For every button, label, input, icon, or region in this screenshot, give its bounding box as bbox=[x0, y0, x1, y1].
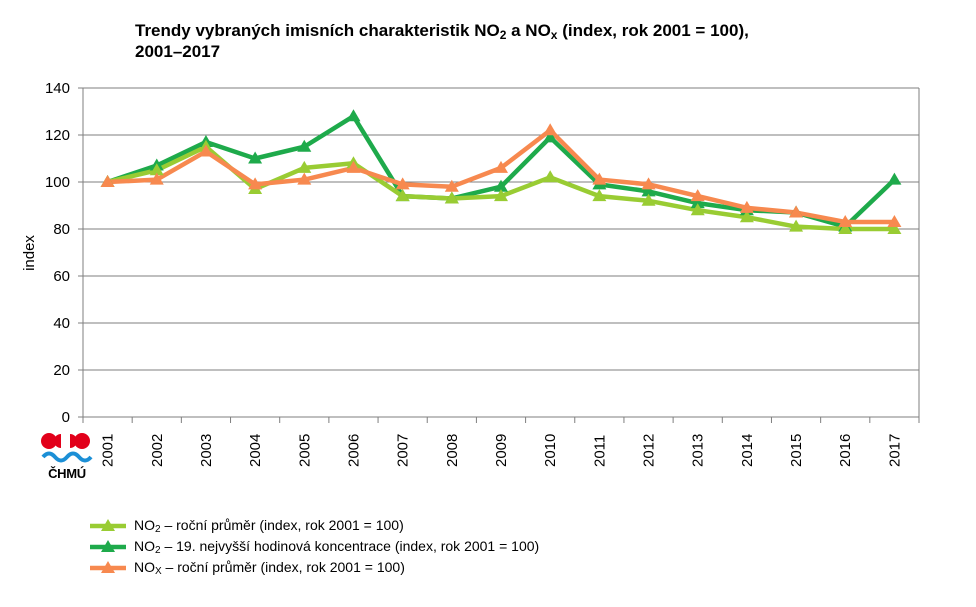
chart-title-sub: 2 bbox=[499, 28, 507, 42]
legend-item: NOX – roční průměr (index, rok 2001 = 10… bbox=[88, 556, 539, 577]
x-tick-label: 2007 bbox=[395, 434, 412, 467]
x-tick-label: 2001 bbox=[100, 434, 117, 467]
legend: NO2 – roční průměr (index, rok 2001 = 10… bbox=[88, 514, 539, 577]
y-tick-label: 80 bbox=[53, 221, 70, 238]
y-tick-label: 0 bbox=[62, 409, 70, 426]
legend-swatch bbox=[90, 539, 126, 552]
data-point-marker bbox=[838, 222, 853, 234]
x-tick-label: 2002 bbox=[149, 434, 166, 467]
data-point-marker bbox=[297, 139, 312, 152]
data-point-marker bbox=[444, 179, 459, 192]
x-tick-label: 2016 bbox=[837, 434, 854, 467]
data-point-marker bbox=[494, 160, 508, 173]
data-point-marker bbox=[248, 151, 263, 164]
x-tick-label: 2005 bbox=[296, 434, 313, 467]
x-tick-label: 2017 bbox=[886, 434, 903, 467]
data-point-marker bbox=[838, 214, 853, 227]
data-point-marker bbox=[198, 144, 213, 157]
chmu-logo-text: ČHMÚ bbox=[48, 466, 86, 481]
chart-title-sub: x bbox=[550, 28, 558, 42]
x-tick-label: 2009 bbox=[493, 434, 510, 467]
series-lines bbox=[100, 109, 902, 234]
legend-item: NO2 – roční průměr (index, rok 2001 = 10… bbox=[88, 514, 539, 535]
x-tick-label: 2008 bbox=[444, 434, 461, 467]
legend-label: NO2 – 19. nejvyšší hodinová koncentrace … bbox=[134, 537, 540, 556]
x-tick-label: 2010 bbox=[542, 434, 559, 467]
y-tick-label: 100 bbox=[45, 174, 70, 191]
y-tick-label: 140 bbox=[45, 80, 70, 97]
chart-title-part: a NO bbox=[506, 21, 551, 40]
gridlines bbox=[83, 87, 919, 371]
data-point-marker bbox=[641, 193, 656, 206]
data-point-marker bbox=[346, 109, 361, 122]
chart-title-part: (index, rok 2001 = 100), bbox=[557, 21, 749, 40]
x-tick-label: 2015 bbox=[788, 434, 805, 467]
data-point-marker bbox=[297, 160, 312, 173]
x-tick-label: 2014 bbox=[739, 434, 756, 467]
x-tick-label: 2011 bbox=[591, 435, 608, 467]
data-point-marker bbox=[100, 175, 115, 187]
data-point-marker bbox=[690, 196, 705, 209]
chart-title: Trendy vybraných imisních charakteristik… bbox=[135, 20, 935, 62]
y-tick-label: 120 bbox=[45, 127, 70, 144]
data-point-marker bbox=[641, 184, 656, 197]
data-point-marker bbox=[592, 189, 607, 202]
data-point-marker bbox=[444, 191, 459, 204]
data-point-marker bbox=[297, 172, 312, 185]
data-point-marker bbox=[739, 210, 754, 223]
data-point-marker bbox=[592, 172, 607, 185]
data-point-marker bbox=[739, 200, 754, 213]
data-point-marker bbox=[149, 163, 164, 176]
legend-swatch bbox=[90, 518, 126, 531]
data-point-marker bbox=[543, 130, 558, 143]
y-axis-title: index bbox=[21, 235, 38, 271]
data-point-marker bbox=[789, 219, 804, 232]
x-tick-label: 2012 bbox=[641, 434, 658, 467]
legend-swatch bbox=[90, 560, 126, 573]
x-tick-label: 2006 bbox=[345, 434, 362, 467]
data-point-marker bbox=[887, 172, 902, 185]
y-tick-label: 40 bbox=[53, 315, 70, 332]
x-tick-label: 2013 bbox=[690, 434, 707, 467]
data-point-marker bbox=[641, 177, 656, 190]
x-tick-label: 2003 bbox=[198, 434, 215, 467]
data-point-marker bbox=[346, 160, 361, 173]
chmu-logo: ČHMÚ bbox=[40, 431, 94, 481]
y-tick-label: 20 bbox=[53, 362, 70, 379]
data-point-marker bbox=[395, 177, 410, 190]
series-line bbox=[105, 128, 897, 225]
x-tick-label: 2004 bbox=[247, 434, 264, 467]
data-point-marker bbox=[789, 205, 804, 218]
data-point-marker bbox=[248, 177, 263, 190]
legend-item: NO2 – 19. nejvyšší hodinová koncentrace … bbox=[88, 535, 539, 556]
data-point-marker bbox=[690, 189, 705, 202]
data-point-marker bbox=[543, 123, 558, 136]
chart-title-part: Trendy vybraných imisních charakteristik… bbox=[135, 21, 500, 40]
data-point-marker bbox=[149, 172, 164, 185]
chart-title-line2: 2001–2017 bbox=[135, 42, 221, 61]
data-point-marker bbox=[543, 170, 558, 183]
legend-label: NO2 – roční průměr (index, rok 2001 = 10… bbox=[134, 516, 404, 535]
data-point-marker bbox=[494, 189, 508, 202]
chmu-logo-mark bbox=[41, 433, 93, 463]
data-point-marker bbox=[887, 214, 902, 227]
data-point-marker bbox=[887, 222, 902, 234]
axes: 0 20 40 60 80 100 120 140 2001 2002 2003 2004 2005 20… bbox=[45, 80, 920, 467]
data-point-marker bbox=[494, 179, 508, 192]
chart-title-line1: Trendy vybraných imisních charakteristik… bbox=[135, 21, 749, 42]
data-point-marker bbox=[690, 203, 705, 216]
data-point-marker bbox=[395, 189, 410, 202]
y-tick-label: 60 bbox=[53, 268, 70, 285]
legend-label: NOX – roční průměr (index, rok 2001 = 10… bbox=[134, 558, 405, 577]
